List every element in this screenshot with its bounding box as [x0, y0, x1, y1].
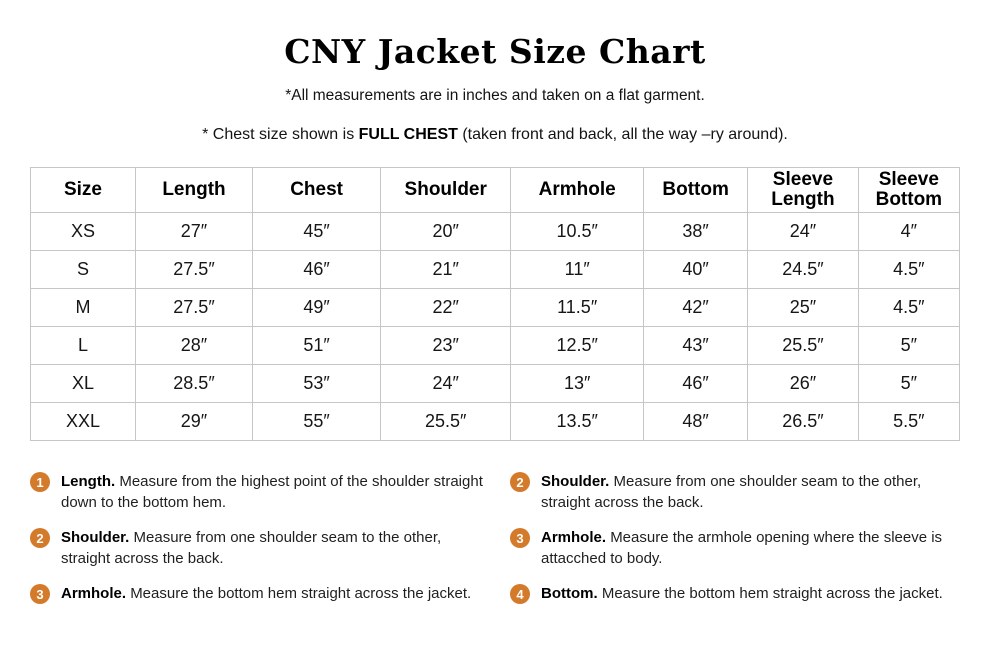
column-header-chest: Chest — [252, 167, 382, 214]
measurement-value-cell: 5″ — [857, 364, 961, 404]
measurement-value-cell: 20″ — [380, 212, 512, 252]
instruction-item: 3 Armhole. Measure the bottom hem straigh… — [30, 583, 484, 605]
instruction-term: Shoulder. — [541, 473, 614, 491]
size-label-cell: M — [30, 288, 136, 328]
instruction-text: Length. Measure from the highest point o… — [61, 473, 483, 512]
column-header-bottom: Bottom — [643, 167, 749, 214]
column-header-size: Size — [30, 167, 136, 214]
instruction-term: Shoulder. — [61, 529, 134, 547]
measurement-value-cell: 25.5″ — [380, 402, 512, 442]
chest-size-note: * Chest size shown is FULL CHEST (taken … — [0, 126, 990, 144]
instructions-right-column: 2 Shoulder. Measure from one shoulder sea… — [510, 471, 964, 618]
measurement-value-cell: 27″ — [134, 212, 254, 252]
table-row: XL 28.5″ 53″ 24″ 13″ 46″ 26″ 5″ — [30, 364, 961, 404]
size-label-cell: S — [30, 250, 136, 290]
table-header-row: Size Length Chest Shoulder Armhole Bottom Slee… — [30, 167, 961, 214]
column-header-sleeve-length: Sleeve Length — [747, 167, 859, 214]
table-row: M 27.5″ 49″ 22″ 11.5″ 42″ 25″ 4.5″ — [30, 288, 961, 328]
measurement-value-cell: 43″ — [643, 326, 749, 366]
size-label-cell: XL — [30, 364, 136, 404]
measurements-note: *All measurements are in inches and take… — [285, 87, 705, 105]
instruction-text: Shoulder. Measure from one shoulder seam… — [61, 529, 442, 568]
measurement-value-cell: 51″ — [252, 326, 382, 366]
measurement-value-cell: 13″ — [510, 364, 645, 404]
measurement-value-cell: 28″ — [134, 326, 254, 366]
column-header-armhole: Armhole — [510, 167, 645, 214]
measurement-value-cell: 21″ — [380, 250, 512, 290]
measurement-value-cell: 46″ — [252, 250, 382, 290]
measurement-value-cell: 4″ — [857, 212, 961, 252]
step-number-badge: 3 — [510, 528, 530, 549]
measurement-value-cell: 46″ — [643, 364, 749, 404]
chest-note-prefix: * Chest size shown is — [202, 126, 359, 144]
instruction-text: Shoulder. Measure from one shoulder seam… — [541, 473, 922, 512]
step-number-badge: 4 — [510, 584, 530, 605]
instruction-item: 2 Shoulder. Measure from one shoulder sea… — [510, 471, 964, 513]
measurement-value-cell: 48″ — [643, 402, 749, 442]
column-header-shoulder: Shoulder — [380, 167, 512, 214]
table-row: S 27.5″ 46″ 21″ 11″ 40″ 24.5″ 4.5″ — [30, 250, 961, 290]
measurement-value-cell: 42″ — [643, 288, 749, 328]
step-number-badge: 2 — [30, 528, 50, 549]
measurement-value-cell: 25″ — [747, 288, 859, 328]
measurement-value-cell: 13.5″ — [510, 402, 645, 442]
measurement-value-cell: 23″ — [380, 326, 512, 366]
measurement-value-cell: 12.5″ — [510, 326, 645, 366]
measurement-value-cell: 22″ — [380, 288, 512, 328]
measurement-value-cell: 27.5″ — [134, 250, 254, 290]
instruction-term: Bottom. — [541, 585, 602, 603]
table-row: XXL 29″ 55″ 25.5″ 13.5″ 48″ 26.5″ 5.5″ — [30, 402, 961, 442]
instruction-item: 1 Length. Measure from the highest point … — [30, 471, 484, 513]
measurement-value-cell: 10.5″ — [510, 212, 645, 252]
step-number-badge: 2 — [510, 472, 530, 493]
instruction-item: 4 Bottom. Measure the bottom hem straight… — [510, 583, 964, 605]
step-number-badge: 3 — [30, 584, 50, 605]
measurement-value-cell: 45″ — [252, 212, 382, 252]
measurement-value-cell: 53″ — [252, 364, 382, 404]
measurement-value-cell: 24″ — [380, 364, 512, 404]
column-header-length: Length — [134, 167, 254, 214]
instruction-term: Armhole. — [61, 585, 131, 603]
measurement-instructions: 1 Length. Measure from the highest point … — [0, 471, 990, 618]
column-header-sleeve-bottom: Sleeve Bottom — [857, 167, 961, 214]
table-row: L 28″ 51″ 23″ 12.5″ 43″ 25.5″ 5″ — [30, 326, 961, 366]
measurement-value-cell: 5.5″ — [857, 402, 961, 442]
size-label-cell: L — [30, 326, 136, 366]
measurement-value-cell: 29″ — [134, 402, 254, 442]
chest-note-emphasis: FULL CHEST — [358, 126, 458, 144]
measurement-value-cell: 27.5″ — [134, 288, 254, 328]
measurement-value-cell: 24.5″ — [747, 250, 859, 290]
size-chart-table: Size Length Chest Shoulder Armhole Bottom Slee… — [30, 167, 961, 442]
measurement-value-cell: 25.5″ — [747, 326, 859, 366]
measurement-value-cell: 26″ — [747, 364, 859, 404]
page-title: CNY Jacket Size Chart — [284, 32, 706, 71]
instruction-term: Armhole. — [541, 529, 611, 547]
instruction-term: Length. — [61, 473, 120, 491]
size-label-cell: XXL — [30, 402, 136, 442]
instruction-text: Armhole. Measure the bottom hem straight… — [61, 585, 472, 603]
chest-note-suffix: (taken front and back, all the way –ry a… — [457, 126, 788, 144]
measurement-value-cell: 4.5″ — [857, 250, 961, 290]
instructions-left-column: 1 Length. Measure from the highest point … — [30, 471, 484, 618]
measurement-value-cell: 26.5″ — [747, 402, 859, 442]
measurement-value-cell: 55″ — [252, 402, 382, 442]
measurement-value-cell: 40″ — [643, 250, 749, 290]
measurement-value-cell: 11″ — [510, 250, 645, 290]
measurement-value-cell: 49″ — [252, 288, 382, 328]
measurement-value-cell: 5″ — [857, 326, 961, 366]
measurement-value-cell: 24″ — [747, 212, 859, 252]
instruction-text: Armhole. Measure the armhole opening whe… — [541, 529, 943, 568]
instruction-text: Bottom. Measure the bottom hem straight … — [541, 585, 943, 603]
measurement-value-cell: 38″ — [643, 212, 749, 252]
instruction-item: 2 Shoulder. Measure from one shoulder sea… — [30, 527, 484, 569]
measurement-value-cell: 4.5″ — [857, 288, 961, 328]
size-label-cell: XS — [30, 212, 136, 252]
step-number-badge: 1 — [30, 472, 50, 493]
table-row: XS 27″ 45″ 20″ 10.5″ 38″ 24″ 4″ — [30, 212, 961, 252]
measurement-value-cell: 11.5″ — [510, 288, 645, 328]
instruction-item: 3 Armhole. Measure the armhole opening wh… — [510, 527, 964, 569]
measurement-value-cell: 28.5″ — [134, 364, 254, 404]
